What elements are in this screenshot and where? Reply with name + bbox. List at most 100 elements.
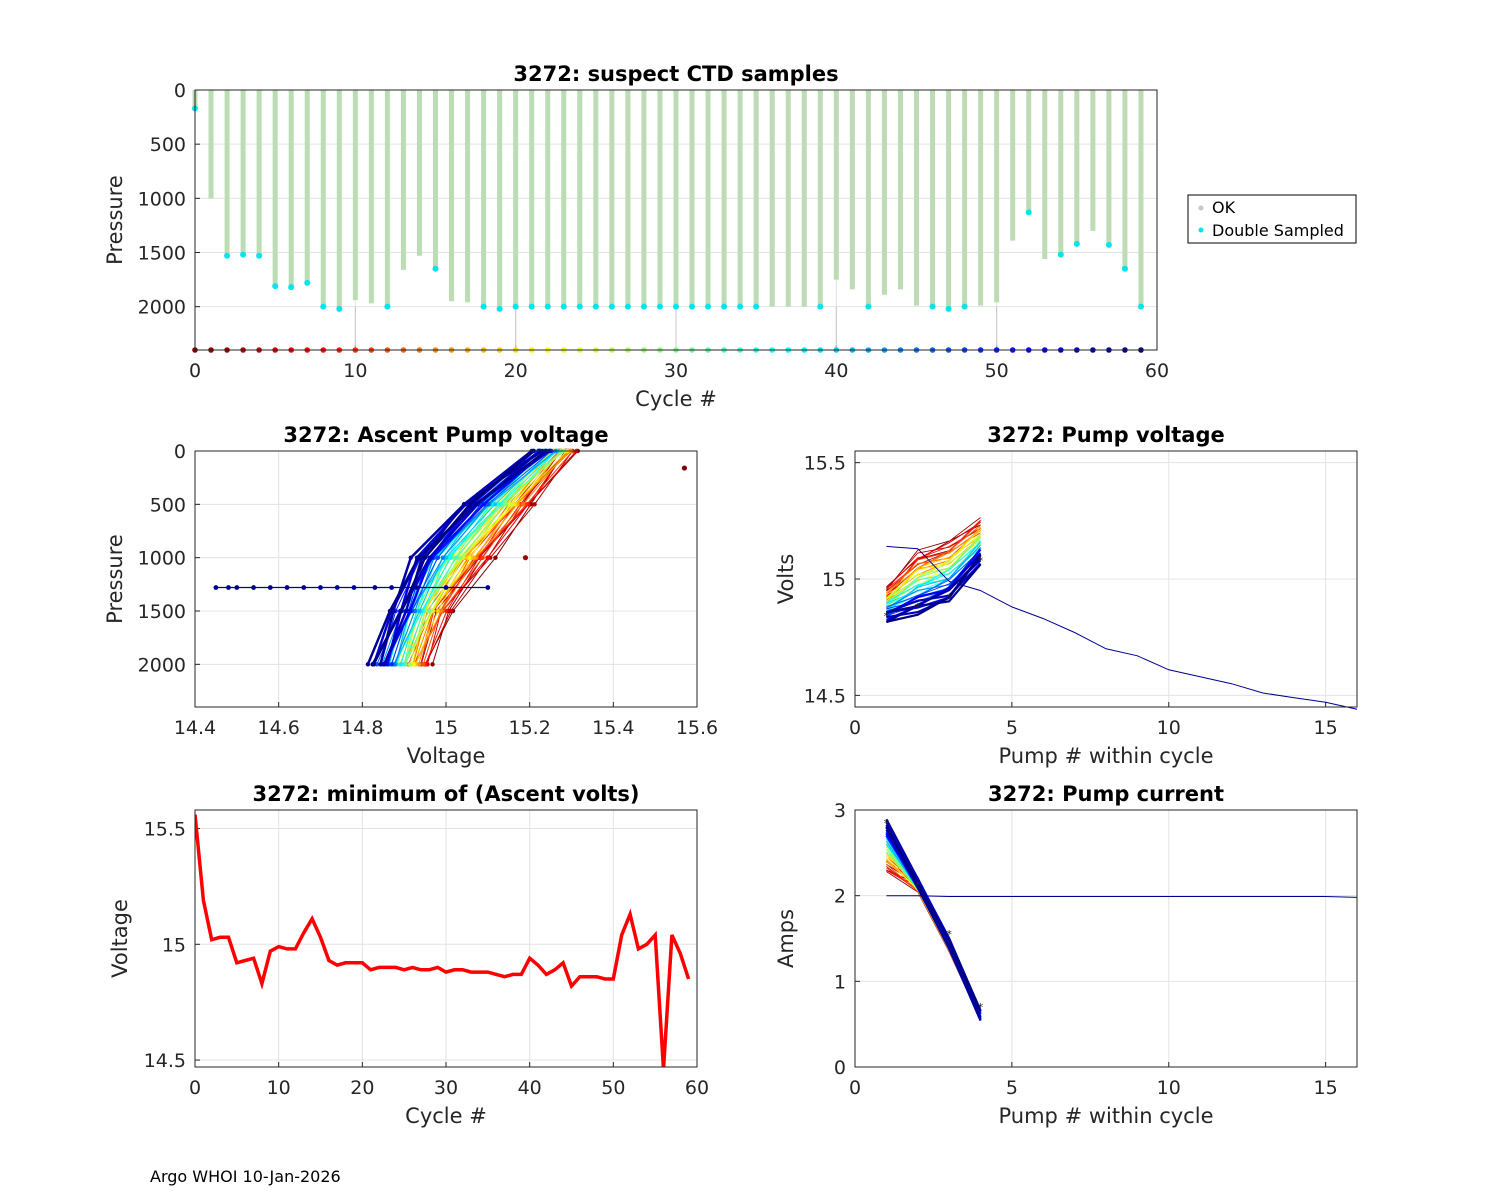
y-tick-label: 0 xyxy=(834,1057,846,1079)
x-tick-label: 14.8 xyxy=(341,717,383,739)
double-sampled-point xyxy=(865,303,872,310)
park-point xyxy=(213,585,219,590)
y-tick-label: 1 xyxy=(834,971,846,993)
data-series xyxy=(195,814,691,1067)
ticks: 0 10 20 30 40 50 60 14.5 15 15.5 xyxy=(144,819,709,1099)
double-sampled-point xyxy=(432,265,439,272)
axes-frame xyxy=(194,89,1158,351)
ascent-point xyxy=(408,555,413,560)
axes-frame xyxy=(854,450,1358,708)
ascent-point xyxy=(382,662,387,667)
park-point xyxy=(251,585,256,590)
legend-double-sampled-marker xyxy=(1198,227,1204,233)
x-axis-label: Pump # within cycle xyxy=(999,744,1214,768)
x-tick-label: 5 xyxy=(1006,717,1018,739)
ascent-point xyxy=(399,608,404,614)
start-marker: * xyxy=(884,817,890,830)
ascent-point xyxy=(421,662,426,667)
ascent-point xyxy=(443,555,449,560)
y-axis-label: Voltage xyxy=(108,899,132,978)
ascent-point xyxy=(440,555,446,560)
y-tick-label: 0 xyxy=(174,441,186,463)
ascent-point xyxy=(467,555,472,560)
pump-voltage-series-line xyxy=(886,541,981,613)
park-point xyxy=(485,585,491,590)
pump-current-series-line xyxy=(885,826,982,1012)
ascent-point xyxy=(374,662,380,667)
x-tick-label: 15.6 xyxy=(676,717,718,739)
y-tick-label: 15.5 xyxy=(144,819,186,841)
chart-title: 3272: Pump voltage xyxy=(987,423,1225,447)
axes-frame xyxy=(194,450,698,708)
x-tick-label: 50 xyxy=(601,1077,625,1099)
double-sampled-point xyxy=(608,303,615,310)
ascent-point xyxy=(435,608,440,614)
x-tick-label: 10 xyxy=(1157,717,1181,739)
park-point xyxy=(334,585,340,590)
ascent-point xyxy=(454,555,459,560)
axes-frame xyxy=(194,809,698,1068)
park-point xyxy=(389,585,395,590)
double-sampled-point xyxy=(656,303,663,310)
ascent-point xyxy=(430,662,435,667)
data-series xyxy=(213,448,688,667)
x-tick-label: 0 xyxy=(189,1077,201,1099)
ascent-point xyxy=(448,555,453,560)
double-sampled-point xyxy=(512,303,519,310)
y-tick-label: 0 xyxy=(174,80,186,102)
y-tick-label: 15 xyxy=(822,569,846,591)
ascent-point xyxy=(448,608,454,614)
double-sampled-point xyxy=(961,303,968,310)
double-sampled-point xyxy=(1121,265,1128,272)
park-point xyxy=(414,585,420,590)
ascent-point xyxy=(407,662,413,667)
ascent-point xyxy=(417,608,422,614)
chart-title: 3272: Ascent Pump voltage xyxy=(283,423,608,447)
park-point xyxy=(226,585,231,590)
double-sampled-point xyxy=(817,303,824,310)
legend: OK Double Sampled xyxy=(1187,194,1357,244)
ascent-pump-voltage-chart: 14.4 14.6 14.8 15 15.2 15.4 15.6 0 500 1000 1500 20… xyxy=(103,423,718,768)
x-tick-label: 15 xyxy=(1314,717,1338,739)
x-tick-label: 20 xyxy=(504,360,528,382)
y-tick-label: 2 xyxy=(834,886,846,908)
double-sampled-point xyxy=(753,303,760,310)
y-tick-label: 15.5 xyxy=(804,453,846,475)
suspect-ctd-samples-chart: 0 10 20 30 40 50 60 0 500 1000 1500 2000 3272: suspe… xyxy=(103,62,1169,411)
ascent-point xyxy=(509,502,514,507)
double-sampled-point xyxy=(1073,240,1080,247)
chart-title: 3272: minimum of (Ascent volts) xyxy=(252,782,639,806)
ticks: 14.4 14.6 14.8 15 15.2 15.4 15.6 0 500 1000 1500 20… xyxy=(138,441,719,739)
x-tick-label: 0 xyxy=(189,360,201,382)
x-tick-label: 14.4 xyxy=(174,717,216,739)
double-sampled-point xyxy=(705,303,712,310)
double-sampled-point xyxy=(496,305,503,312)
x-tick-label: 10 xyxy=(1157,1077,1181,1099)
double-sampled-point xyxy=(592,303,599,310)
ascent-point xyxy=(497,502,502,507)
double-sampled-point xyxy=(1057,251,1064,258)
ascent-point xyxy=(407,608,413,614)
chart-title: 3272: Pump current xyxy=(988,782,1224,806)
ascent-point xyxy=(435,555,441,560)
double-sampled-point xyxy=(336,305,343,312)
y-tick-label: 1000 xyxy=(138,188,186,210)
ascent-point xyxy=(398,662,404,667)
double-sampled-point xyxy=(256,252,263,259)
park-point xyxy=(284,585,290,590)
y-axis-label: Amps xyxy=(774,909,798,968)
double-sampled-point xyxy=(384,303,391,310)
minimum-ascent-volts-chart: 0 10 20 30 40 50 60 14.5 15 15.5 3272: minimum of … xyxy=(108,782,709,1128)
double-sampled-point xyxy=(304,279,311,286)
y-tick-label: 2000 xyxy=(138,654,186,676)
ascent-point xyxy=(401,662,407,667)
ascent-point xyxy=(520,502,526,507)
legend-double-sampled-label: Double Sampled xyxy=(1212,221,1344,240)
ascent-point xyxy=(416,555,421,560)
ascent-point xyxy=(403,608,409,614)
ascent-point xyxy=(532,502,537,507)
outlier-point xyxy=(681,465,688,471)
ascent-point xyxy=(422,555,428,560)
ascent-point xyxy=(473,502,478,507)
